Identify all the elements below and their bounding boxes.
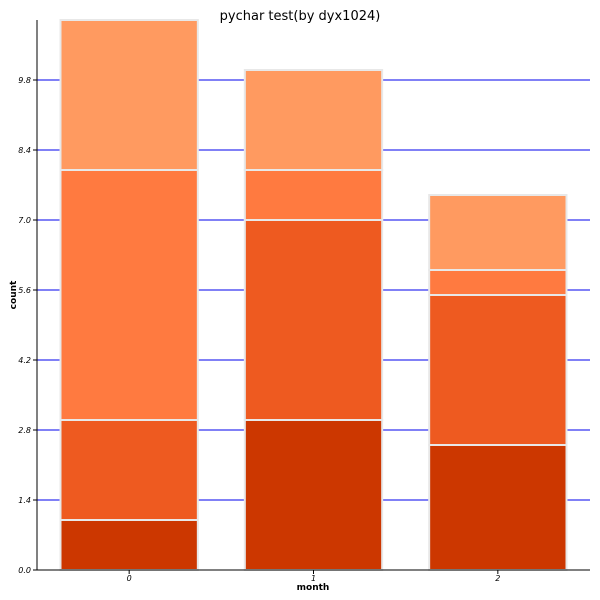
y-tick-label: 1.4 — [18, 496, 31, 505]
y-tick-label: 2.8 — [18, 426, 31, 435]
y-tick-label: 4.2 — [18, 356, 31, 365]
x-axis-label: month — [297, 583, 330, 593]
bar-segment — [59, 169, 199, 421]
y-axis-label: count — [9, 280, 19, 309]
bar-segment — [59, 419, 199, 521]
y-axis-ticks: 0.0 1.4 2.8 4.2 5.6 7.0 8.4 9.8 — [18, 76, 37, 575]
x-axis-ticks: 0 1 2 — [127, 570, 500, 583]
chart-title: pychar test(by dyx1024) — [220, 9, 381, 24]
x-tick-label: 0 — [127, 574, 132, 583]
bar-segment — [59, 519, 199, 571]
bar-segment — [428, 194, 568, 271]
x-tick-label: 1 — [311, 574, 316, 583]
y-tick-label: 8.4 — [18, 146, 31, 155]
bar-segment — [243, 219, 384, 421]
bar-segment — [243, 419, 384, 571]
bars — [59, 19, 568, 571]
bar-segment — [59, 19, 199, 171]
y-tick-label: 5.6 — [18, 286, 31, 295]
x-tick-label: 2 — [495, 574, 500, 583]
bar-segment — [243, 69, 384, 171]
bar-segment — [428, 269, 568, 296]
y-tick-label: 7.0 — [18, 216, 31, 225]
y-tick-label: 9.8 — [18, 76, 31, 85]
bar-segment — [428, 294, 568, 446]
bar-segment — [428, 444, 568, 571]
y-tick-label: 0.0 — [18, 566, 31, 575]
bar-segment — [243, 169, 384, 221]
